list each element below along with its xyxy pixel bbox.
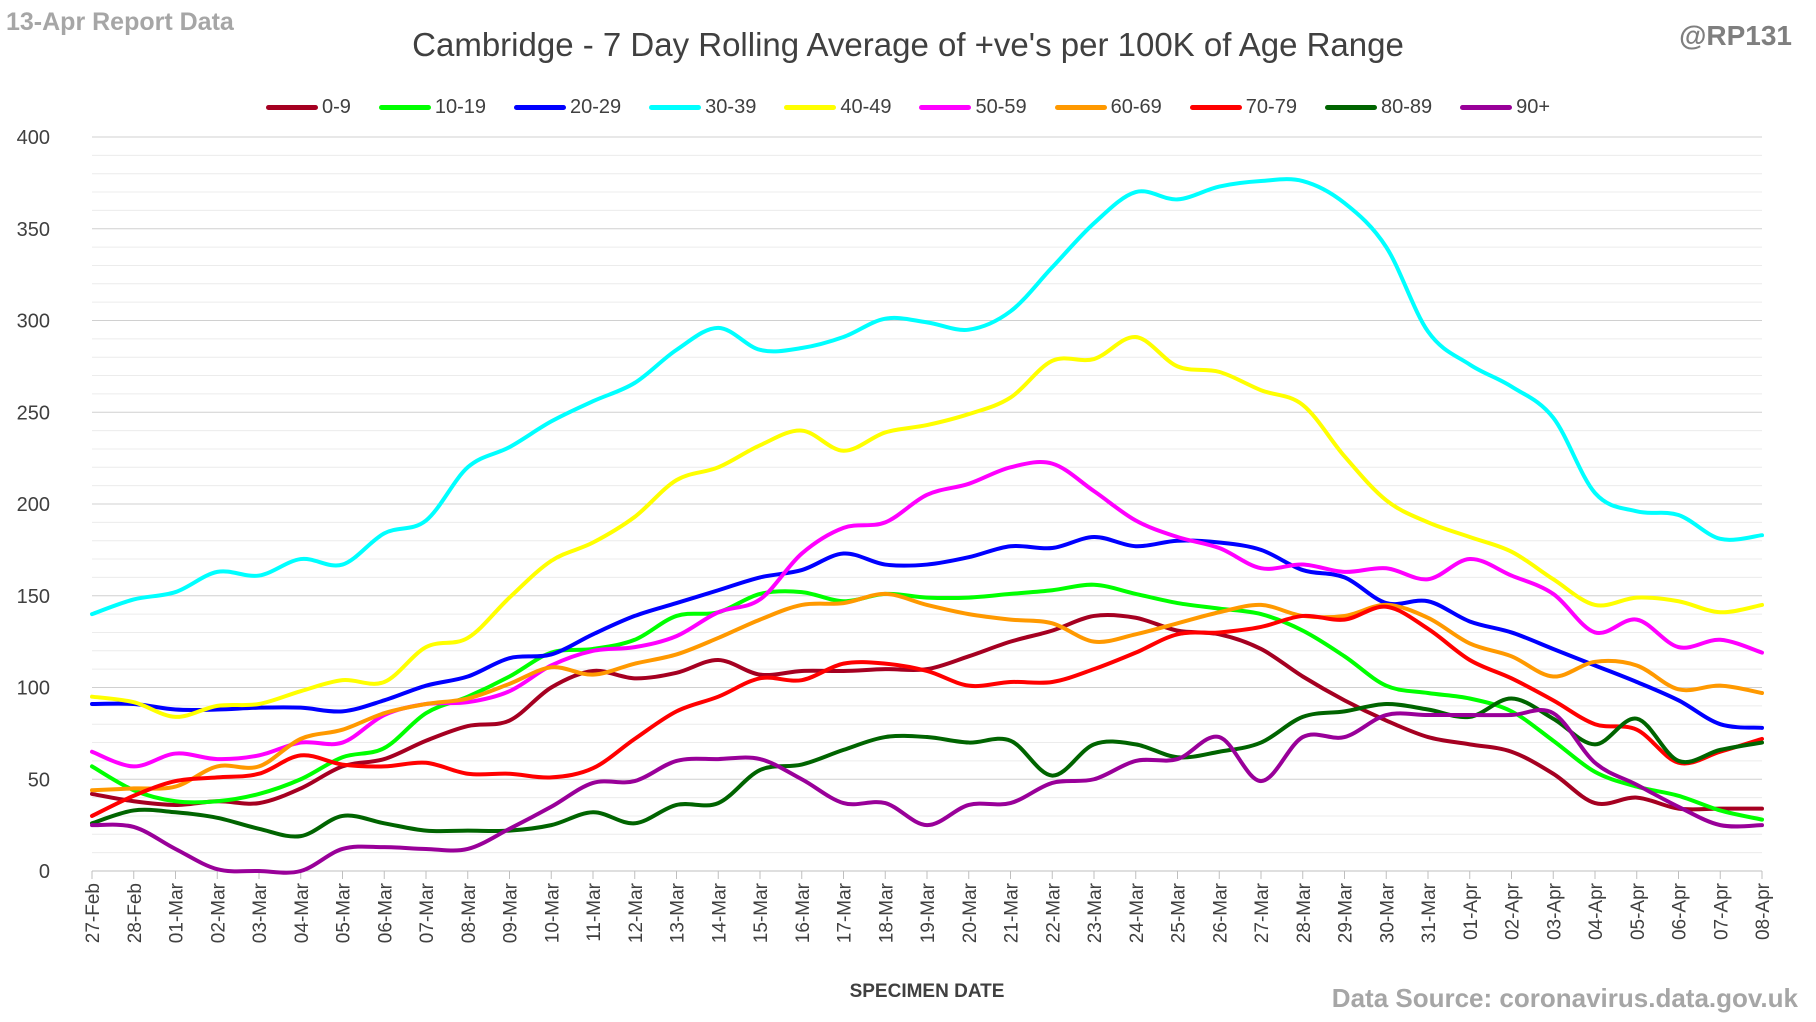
x-tick-label: 20-Mar <box>960 882 981 943</box>
legend-swatch <box>784 105 837 110</box>
y-tick-label: 200 <box>17 494 50 516</box>
x-tick-label: 07-Mar <box>417 882 438 943</box>
x-tick-label: 28-Mar <box>1294 882 1315 943</box>
series-line-70-79 <box>90 604 1764 818</box>
legend-label: 80-89 <box>1380 96 1433 118</box>
legend-item: 30-39 <box>649 96 756 119</box>
x-tick-label: 14-Mar <box>709 882 730 943</box>
legend-swatch <box>649 105 702 110</box>
legend-swatch <box>1054 105 1107 110</box>
legend-item: 70-79 <box>1189 96 1297 119</box>
legend-swatch <box>378 105 431 110</box>
x-axis-title: SPECIMEN DATE <box>850 981 1005 1002</box>
y-tick-label: 50 <box>28 769 50 791</box>
data-source-note: Data Source: coronavirus.data.gov.uk <box>1331 983 1798 1013</box>
legend-swatch <box>919 105 972 110</box>
x-tick-label: 26-Mar <box>1210 882 1231 943</box>
x-tick-label: 29-Mar <box>1336 882 1357 943</box>
legend-item: 80-89 <box>1324 96 1433 119</box>
x-tick-label: 17-Mar <box>835 882 856 943</box>
x-tick-label: 06-Apr <box>1670 882 1691 940</box>
legend-item: 40-49 <box>784 96 891 119</box>
x-tick-label: 04-Apr <box>1586 882 1607 940</box>
x-tick-label: 05-Apr <box>1628 882 1649 940</box>
y-tick-label: 350 <box>17 219 50 241</box>
x-tick-label: 10-Mar <box>542 882 563 943</box>
x-tick-label: 16-Mar <box>793 882 814 943</box>
author-handle: @RP131 <box>1679 20 1792 51</box>
legend-item: 90+ <box>1460 96 1550 119</box>
x-tick-label: 11-Mar <box>584 882 605 941</box>
x-tick-label: 12-Mar <box>626 882 647 943</box>
x-tick-label: 23-Mar <box>1085 882 1106 943</box>
y-tick-label: 150 <box>17 586 50 608</box>
legend-swatch <box>1460 105 1513 110</box>
x-tick-label: 05-Mar <box>334 882 355 943</box>
legend-label: 60-69 <box>1110 96 1162 118</box>
series-line-80-89 <box>90 696 1764 839</box>
y-tick-label: 400 <box>17 127 50 149</box>
legend-swatch <box>514 105 567 110</box>
series-line-90+ <box>90 708 1764 875</box>
legend-item: 60-69 <box>1054 96 1162 119</box>
x-tick-label: 13-Mar <box>668 882 689 943</box>
legend-item: 10-19 <box>378 96 487 119</box>
legend-swatch <box>1324 105 1377 110</box>
x-tick-label: 02-Apr <box>1503 882 1524 940</box>
series-line-40-49 <box>90 335 1764 719</box>
series-line-60-69 <box>90 591 1764 793</box>
x-tick-label: 28-Feb <box>125 883 146 943</box>
y-tick-label: 300 <box>17 311 50 333</box>
legend-label: 30-39 <box>705 96 757 118</box>
legend-label: 90+ <box>1516 96 1551 118</box>
chart-legend: 0-9 10-19 20-29 30-39 40-49 50-59 60-69 70-79 80… <box>0 96 1816 119</box>
y-tick-label: 0 <box>39 861 50 883</box>
legend-item: 20-29 <box>514 96 621 119</box>
legend-item: 0-9 <box>265 96 351 119</box>
series-line-20-29 <box>90 535 1764 730</box>
legend-item: 50-59 <box>919 96 1027 119</box>
legend-label: 0-9 <box>321 96 351 118</box>
legend-label: 40-49 <box>840 96 892 118</box>
series-line-30-39 <box>90 177 1764 617</box>
x-tick-label: 03-Mar <box>250 882 271 943</box>
x-tick-label: 01-Mar <box>167 882 188 943</box>
x-tick-label: 31-Mar <box>1419 882 1440 943</box>
x-tick-label: 30-Mar <box>1377 882 1398 943</box>
x-tick-label: 02-Mar <box>208 882 229 943</box>
legend-label: 20-29 <box>570 96 622 118</box>
x-tick-label: 19-Mar <box>918 882 939 943</box>
x-tick-label: 21-Mar <box>1002 882 1023 943</box>
x-tick-label: 18-Mar <box>876 882 897 943</box>
legend-label: 70-79 <box>1245 96 1297 118</box>
chart-title: Cambridge - 7 Day Rolling Average of +ve… <box>412 26 1404 63</box>
x-tick-label: 15-Mar <box>751 882 772 943</box>
report-date-label: 13-Apr Report Data <box>6 8 234 36</box>
x-tick-label: 22-Mar <box>1043 882 1064 943</box>
x-tick-label: 07-Apr <box>1711 882 1732 940</box>
legend-label: 10-19 <box>434 96 487 118</box>
x-tick-label: 03-Apr <box>1544 882 1565 940</box>
x-tick-label: 08-Mar <box>459 882 480 943</box>
y-tick-label: 250 <box>17 402 50 424</box>
y-tick-label: 100 <box>17 678 50 700</box>
x-tick-label: 25-Mar <box>1169 882 1190 943</box>
x-tick-label: 08-Apr <box>1753 882 1774 940</box>
x-tick-label: 04-Mar <box>292 882 313 943</box>
x-tick-label: 01-Apr <box>1461 882 1482 940</box>
series-line-50-59 <box>90 460 1764 769</box>
x-tick-label: 06-Mar <box>375 882 396 943</box>
x-tick-label: 24-Mar <box>1127 882 1148 943</box>
x-tick-label: 27-Feb <box>83 883 104 943</box>
legend-swatch <box>1189 105 1242 110</box>
legend-label: 50-59 <box>975 96 1027 118</box>
series-line-10-19 <box>90 582 1764 822</box>
legend-swatch <box>265 105 318 110</box>
x-tick-label: 27-Mar <box>1252 882 1273 943</box>
x-tick-label: 09-Mar <box>501 882 522 943</box>
